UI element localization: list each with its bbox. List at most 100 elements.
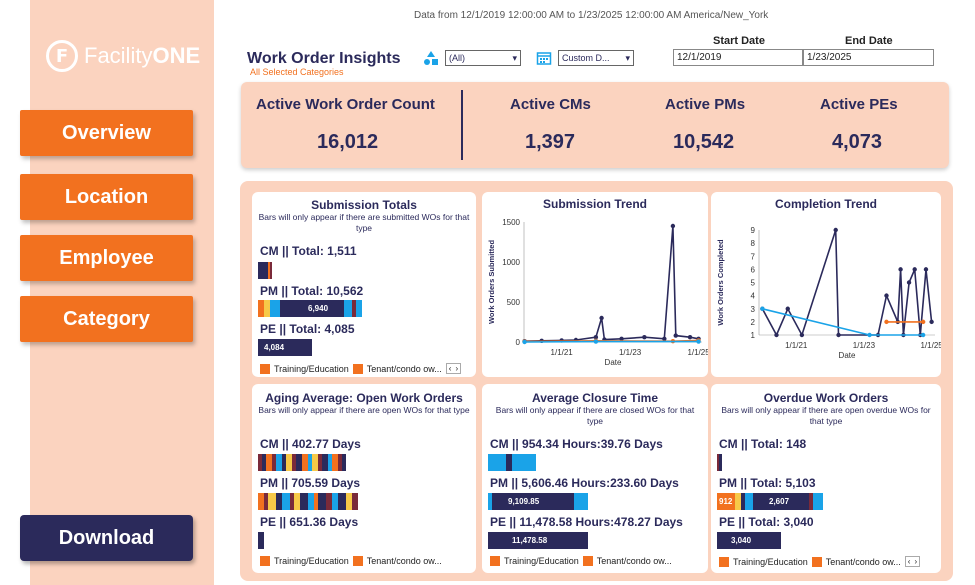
start-date-input[interactable]: 12/1/2019 <box>673 49 803 66</box>
y-axis-label: Work Orders Submitted <box>487 240 496 324</box>
logo-mark-icon: F <box>46 40 78 72</box>
chevron-down-icon: ▾ <box>625 52 630 63</box>
shapes-icon <box>423 50 439 69</box>
legend-swatch <box>719 556 729 567</box>
card-note: Bars will only appear if there are open … <box>258 405 470 415</box>
legend-scroll[interactable]: ‹ › <box>904 556 921 567</box>
aging-card: Aging Average: Open Work Orders Bars wil… <box>252 384 476 573</box>
active-pes-value: 4,073 <box>832 131 883 153</box>
card-title: Overdue Work Orders <box>763 391 889 405</box>
pe-aging-label: PE || 651.36 Days <box>260 515 359 529</box>
active-cms-label: Active CMs <box>510 96 591 113</box>
x-axis-label: Date <box>605 358 622 367</box>
legend-item: Training/Education <box>274 556 349 566</box>
active-cms-value: 1,397 <box>525 131 576 153</box>
logo-text: FacilityONE <box>84 43 201 68</box>
data-point <box>884 293 889 298</box>
y-tick-label: 1500 <box>502 218 520 227</box>
cm-total-label: CM || Total: 1,511 <box>260 244 357 258</box>
submission-trend-card: Submission Trend 0 500 1000 1500 1/1/21 1/1/2… <box>482 192 708 377</box>
pm-closure-bar[interactable] <box>488 493 588 510</box>
legend-swatch <box>260 363 270 374</box>
left-panel-background <box>30 0 214 585</box>
y-tick-label: 8 <box>751 239 756 248</box>
cm-closure-bar[interactable] <box>488 454 536 471</box>
data-point <box>920 319 926 325</box>
pe-closure-bar-label: 11,478.58 <box>512 536 548 545</box>
legend-item: Training/Education <box>274 363 349 374</box>
legend-item: Tenant/condo ow... <box>825 556 901 567</box>
employee-button[interactable]: Employee <box>20 235 193 281</box>
pm-overdue-bar[interactable] <box>717 493 823 510</box>
chevron-left-icon[interactable]: ‹ <box>907 557 911 566</box>
pe-bar-label: 4,084 <box>264 343 285 352</box>
legend: Training/Education Tenant/condo ow... ‹ › <box>260 363 462 374</box>
data-point <box>785 306 790 311</box>
active-pes-label: Active PEs <box>820 96 898 113</box>
chevron-right-icon[interactable]: › <box>914 557 918 566</box>
pm-aging-bar[interactable] <box>258 493 362 510</box>
data-point <box>593 339 599 344</box>
data-point <box>799 332 805 338</box>
overview-button[interactable]: Overview <box>20 110 193 156</box>
facilityone-logo: F FacilityONE <box>46 40 200 72</box>
card-note: Bars will only appear if there are close… <box>495 405 695 426</box>
pe-overdue-bar[interactable] <box>717 532 781 549</box>
date-range-select[interactable]: Custom D... ▾ <box>558 50 634 66</box>
data-point <box>522 339 527 345</box>
data-point <box>920 332 926 338</box>
data-point <box>696 339 701 344</box>
x-tick-label: 1/1/23 <box>619 348 642 357</box>
y-tick-label: 5 <box>751 279 756 288</box>
pe-closure-bar[interactable] <box>488 532 588 549</box>
legend-item: Tenant/condo ow... <box>366 556 442 566</box>
card-title: Aging Average: Open Work Orders <box>265 391 463 405</box>
pe-bar[interactable] <box>258 339 312 356</box>
pm-bar[interactable] <box>258 300 362 317</box>
data-point <box>884 319 889 325</box>
data-point <box>906 280 912 285</box>
page-subtitle: All Selected Categories <box>250 67 344 77</box>
data-point <box>670 223 676 229</box>
y-tick-label: 7 <box>751 252 756 261</box>
pm-closure-bar-label: 9,109.85 <box>508 497 540 506</box>
cm-closure-label: CM || 954.34 Hours:39.76 Days <box>490 437 663 451</box>
chevron-left-icon[interactable]: ‹ <box>448 364 452 373</box>
card-title: Completion Trend <box>775 197 877 211</box>
cm-aging-bar[interactable] <box>258 454 350 471</box>
data-range-text: Data from 12/1/2019 12:00:00 AM to 1/23/… <box>414 10 769 21</box>
end-date-label: End Date <box>845 35 893 47</box>
category-button[interactable]: Category <box>20 296 193 342</box>
y-tick-label: 1 <box>751 331 756 340</box>
download-button[interactable]: Download <box>20 515 193 561</box>
legend: Training/Education Tenant/condo ow... ‹ › <box>719 556 921 567</box>
cm-aging-label: CM || 402.77 Days <box>260 437 361 451</box>
pm-aging-label: PM || 705.59 Days <box>260 476 361 490</box>
active-count-value: 16,012 <box>317 131 379 153</box>
category-filter-select[interactable]: (All) ▾ <box>445 50 521 66</box>
data-point <box>774 332 779 338</box>
data-point <box>619 336 624 341</box>
start-date-label: Start Date <box>713 35 765 47</box>
cm-bar[interactable] <box>258 262 272 279</box>
data-point <box>836 332 841 338</box>
data-point <box>867 332 872 338</box>
overdue-card: Overdue Work Orders Bars will only appea… <box>711 384 941 573</box>
x-axis-label: Date <box>839 351 856 360</box>
legend-scroll[interactable]: ‹ › <box>445 363 462 374</box>
location-button[interactable]: Location <box>20 174 193 220</box>
legend-swatch <box>490 556 500 566</box>
data-point <box>687 335 693 340</box>
pm-overdue-bar-label-1: 912 <box>719 497 733 506</box>
pm-overdue-label: PM || Total: 5,103 <box>719 476 816 490</box>
x-tick-label: 1/1/25 <box>687 348 708 357</box>
legend-swatch <box>811 556 822 567</box>
series-line <box>761 229 933 338</box>
legend-item: Training/Education <box>733 556 808 567</box>
data-point <box>662 336 667 341</box>
cm-overdue-bar[interactable] <box>717 454 722 471</box>
chevron-right-icon[interactable]: › <box>455 364 459 373</box>
end-date-input[interactable]: 1/23/2025 <box>803 49 934 66</box>
pm-closure-label: PM || 5,606.46 Hours:233.60 Days <box>490 476 679 490</box>
pe-aging-bar[interactable] <box>258 532 264 549</box>
